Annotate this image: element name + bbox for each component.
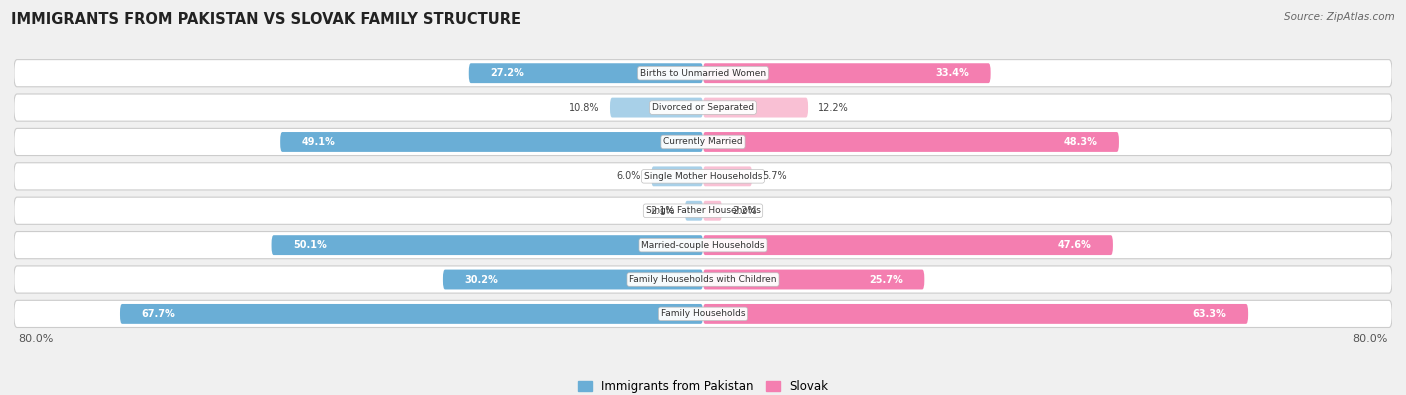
FancyBboxPatch shape [14,60,1392,87]
Text: Family Households with Children: Family Households with Children [630,275,776,284]
FancyBboxPatch shape [443,269,703,290]
Text: 50.1%: 50.1% [292,240,326,250]
Text: 27.2%: 27.2% [491,68,524,78]
FancyBboxPatch shape [703,132,1119,152]
FancyBboxPatch shape [14,197,1392,224]
FancyBboxPatch shape [280,132,703,152]
FancyBboxPatch shape [651,166,703,186]
Text: 30.2%: 30.2% [464,275,498,284]
Text: Births to Unmarried Women: Births to Unmarried Women [640,69,766,78]
Text: 80.0%: 80.0% [1353,334,1388,344]
FancyBboxPatch shape [703,201,721,221]
Text: Single Father Households: Single Father Households [645,206,761,215]
Text: 49.1%: 49.1% [302,137,336,147]
Text: 6.0%: 6.0% [617,171,641,181]
FancyBboxPatch shape [703,98,808,118]
FancyBboxPatch shape [120,304,703,324]
Text: Single Mother Households: Single Mother Households [644,172,762,181]
Text: 5.7%: 5.7% [762,171,787,181]
FancyBboxPatch shape [14,266,1392,293]
FancyBboxPatch shape [14,163,1392,190]
Text: 2.2%: 2.2% [733,206,756,216]
FancyBboxPatch shape [14,231,1392,259]
Text: Divorced or Separated: Divorced or Separated [652,103,754,112]
Text: Married-couple Households: Married-couple Households [641,241,765,250]
FancyBboxPatch shape [271,235,703,255]
Text: 25.7%: 25.7% [869,275,903,284]
Text: 33.4%: 33.4% [935,68,969,78]
Text: 2.1%: 2.1% [650,206,675,216]
Text: 48.3%: 48.3% [1063,137,1098,147]
FancyBboxPatch shape [703,304,1249,324]
FancyBboxPatch shape [703,63,991,83]
FancyBboxPatch shape [14,128,1392,156]
Text: 67.7%: 67.7% [142,309,176,319]
FancyBboxPatch shape [703,166,752,186]
Text: 10.8%: 10.8% [569,103,599,113]
Text: 80.0%: 80.0% [18,334,53,344]
Text: 63.3%: 63.3% [1192,309,1226,319]
Text: 47.6%: 47.6% [1057,240,1091,250]
FancyBboxPatch shape [610,98,703,118]
Text: Source: ZipAtlas.com: Source: ZipAtlas.com [1284,12,1395,22]
FancyBboxPatch shape [685,201,703,221]
FancyBboxPatch shape [703,269,924,290]
Text: 12.2%: 12.2% [818,103,849,113]
FancyBboxPatch shape [14,94,1392,121]
FancyBboxPatch shape [703,235,1114,255]
FancyBboxPatch shape [468,63,703,83]
FancyBboxPatch shape [14,300,1392,327]
Text: Family Households: Family Households [661,309,745,318]
Text: IMMIGRANTS FROM PAKISTAN VS SLOVAK FAMILY STRUCTURE: IMMIGRANTS FROM PAKISTAN VS SLOVAK FAMIL… [11,12,522,27]
Legend: Immigrants from Pakistan, Slovak: Immigrants from Pakistan, Slovak [574,376,832,395]
Text: Currently Married: Currently Married [664,137,742,147]
